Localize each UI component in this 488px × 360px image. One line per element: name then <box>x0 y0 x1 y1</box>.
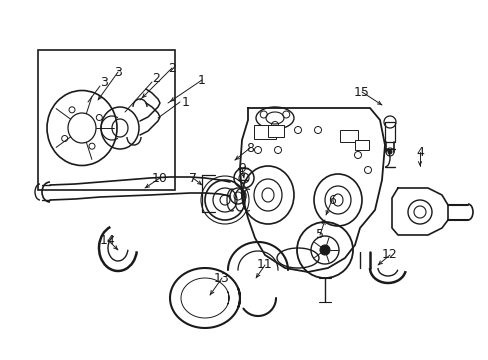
Polygon shape <box>391 188 447 235</box>
Text: 14: 14 <box>100 234 116 247</box>
Text: 9: 9 <box>238 162 245 175</box>
Bar <box>354 140 368 150</box>
Text: 3: 3 <box>100 76 108 89</box>
Text: 8: 8 <box>245 141 253 154</box>
Circle shape <box>387 150 391 154</box>
Text: 2: 2 <box>168 62 176 75</box>
Text: 4: 4 <box>415 145 423 158</box>
Circle shape <box>319 245 329 255</box>
Text: 15: 15 <box>353 86 369 99</box>
Polygon shape <box>240 108 384 272</box>
Bar <box>253 125 275 139</box>
Text: 12: 12 <box>381 248 397 261</box>
Text: 1: 1 <box>198 73 205 86</box>
Text: 6: 6 <box>327 194 335 207</box>
Text: 10: 10 <box>152 171 167 185</box>
Text: 1: 1 <box>182 95 189 108</box>
Bar <box>38 50 175 190</box>
Text: 13: 13 <box>214 271 229 284</box>
Bar <box>267 125 284 137</box>
Text: 2: 2 <box>152 72 160 85</box>
Bar <box>384 122 394 142</box>
Text: 3: 3 <box>114 66 122 78</box>
Text: 7: 7 <box>189 171 197 185</box>
Text: 11: 11 <box>257 258 272 271</box>
Text: 5: 5 <box>315 229 324 242</box>
Bar <box>339 130 357 142</box>
